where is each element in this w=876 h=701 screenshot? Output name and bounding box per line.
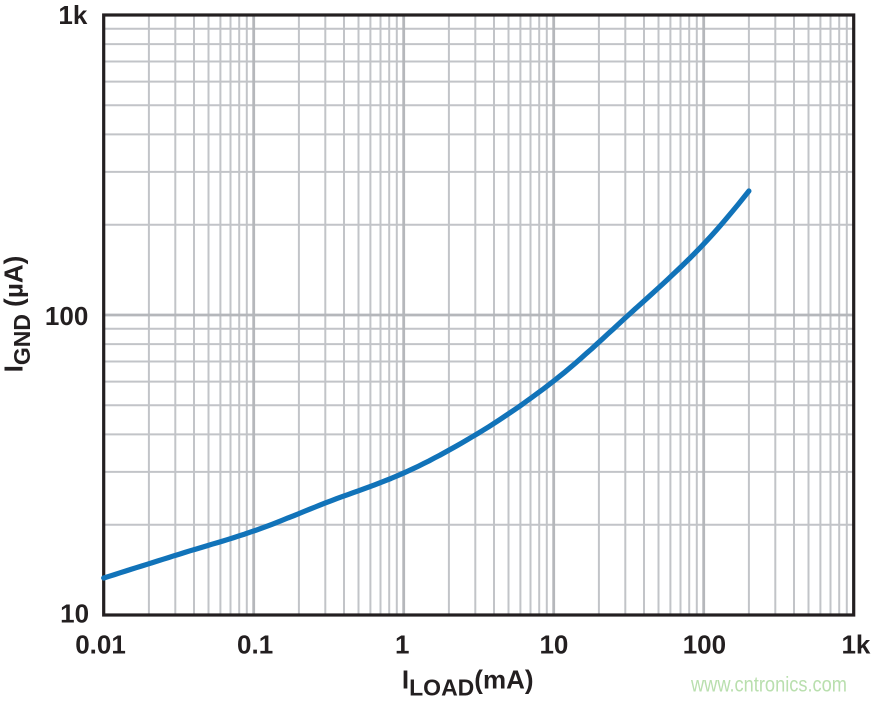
svg-text:www.cntronics.com: www.cntronics.com (690, 672, 847, 696)
svg-text:0.01: 0.01 (75, 630, 126, 660)
svg-text:100: 100 (45, 301, 88, 331)
svg-text:1k: 1k (841, 630, 870, 660)
svg-text:1: 1 (395, 630, 409, 660)
svg-text:1k: 1k (58, 0, 87, 30)
svg-text:10: 10 (60, 599, 89, 629)
svg-text:10: 10 (539, 630, 568, 660)
svg-text:100: 100 (683, 630, 726, 660)
svg-text:0.1: 0.1 (237, 630, 273, 660)
